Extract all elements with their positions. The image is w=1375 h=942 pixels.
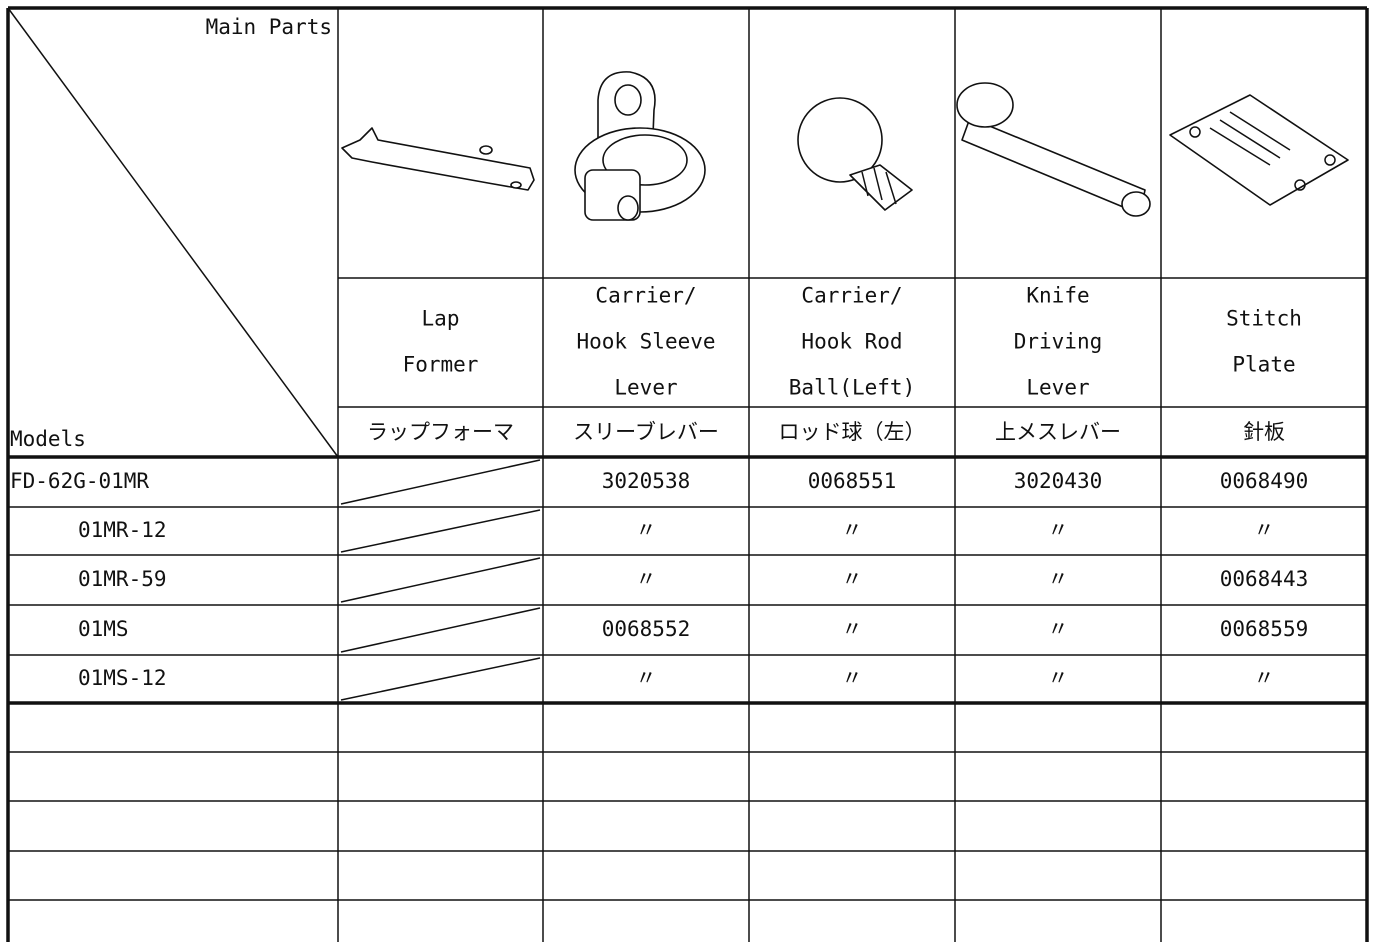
model-name: 01MS <box>78 617 129 641</box>
part-number: 〃 <box>1048 666 1069 690</box>
part-name: Lap <box>422 307 460 331</box>
table-line <box>340 657 541 701</box>
part-number: 〃 <box>842 617 863 641</box>
table-line <box>7 7 339 458</box>
part-name: Carrier/ <box>595 284 696 308</box>
part-number: 0068559 <box>1220 617 1309 641</box>
part-name: Lever <box>614 376 677 400</box>
table-line <box>340 459 541 505</box>
lap-former-drawing <box>341 127 535 191</box>
part-number: 〃 <box>636 518 657 542</box>
sleeve-lever-drawing <box>574 71 706 221</box>
part-name: Knife <box>1026 284 1089 308</box>
part-number: 〃 <box>636 567 657 591</box>
part-number: 〃 <box>1048 518 1069 542</box>
part-number: 0068551 <box>808 469 897 493</box>
knife-lever-drawing <box>956 82 1151 217</box>
part-number: 〃 <box>636 666 657 690</box>
part-number: 〃 <box>842 518 863 542</box>
corner-top-label: Main Parts <box>206 15 332 39</box>
part-name: Former <box>403 353 479 377</box>
rod-ball-drawing <box>797 97 913 211</box>
part-japanese-name: ロッド球（左） <box>779 420 926 444</box>
part-illustrations <box>341 71 1349 221</box>
model-name: FD-62G-01MR <box>10 469 149 493</box>
model-name: 01MR-59 <box>78 567 167 591</box>
model-name: 01MR-12 <box>78 518 167 542</box>
part-name: Stitch <box>1226 307 1302 331</box>
part-name: Plate <box>1232 353 1295 377</box>
part-japanese-name: 上メスレバー <box>995 420 1121 444</box>
part-name: Driving <box>1014 330 1103 354</box>
corner-bottom-label: Models <box>10 427 86 451</box>
part-name: Ball(Left) <box>789 376 915 400</box>
part-name: Lever <box>1026 376 1089 400</box>
part-japanese-name: スリーブレバー <box>573 420 719 444</box>
part-number: 0068552 <box>602 617 691 641</box>
part-name: Hook Sleeve <box>576 330 715 354</box>
model-name: 01MS-12 <box>78 666 167 690</box>
part-japanese-name: ラップフォーマ <box>367 420 514 444</box>
part-number: 〃 <box>842 666 863 690</box>
table-line <box>340 607 541 653</box>
part-number: 3020430 <box>1014 469 1103 493</box>
part-number: 3020538 <box>602 469 691 493</box>
part-name: Hook Rod <box>801 330 902 354</box>
part-number: 0068490 <box>1220 469 1309 493</box>
stitch-plate-drawing <box>1169 94 1349 206</box>
table-line <box>340 557 541 603</box>
part-number: 〃 <box>1048 567 1069 591</box>
part-name: Carrier/ <box>801 284 902 308</box>
table-line <box>340 509 541 553</box>
part-number: 〃 <box>1254 666 1275 690</box>
part-number: 0068443 <box>1220 567 1309 591</box>
part-number: 〃 <box>842 567 863 591</box>
part-number: 〃 <box>1048 617 1069 641</box>
part-number: 〃 <box>1254 518 1275 542</box>
part-japanese-name: 針板 <box>1243 420 1285 444</box>
